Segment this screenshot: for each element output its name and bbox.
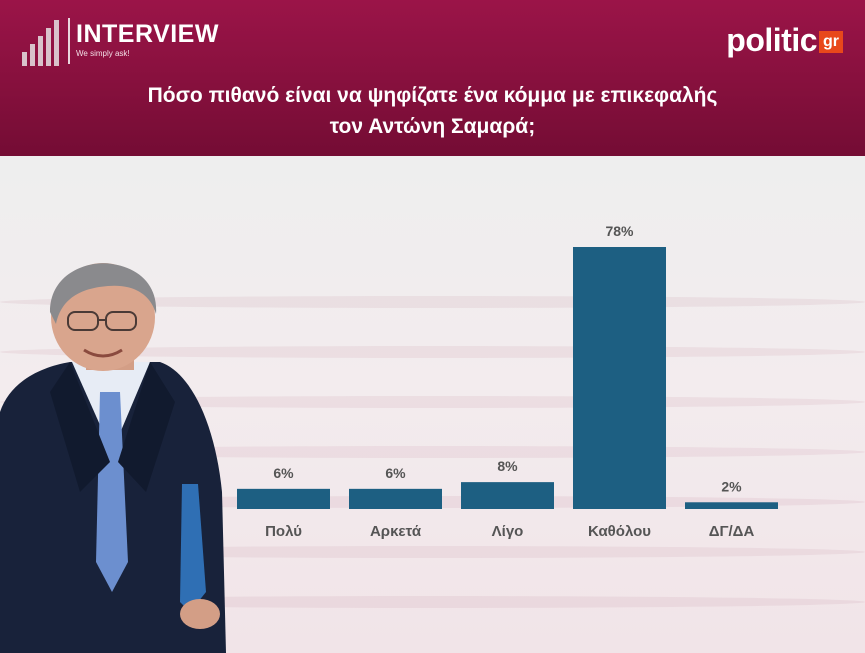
chart-svg: 6% Πολύ 6% Αρκετά 8% Λίγο 78% Καθόλου 2% ΔΓ/ΔΑ bbox=[237, 223, 778, 540]
category-label-4: Καθόλου bbox=[588, 523, 651, 540]
data-label-3: 8% bbox=[497, 458, 518, 474]
bars-icon bbox=[20, 18, 64, 66]
data-label-2: 6% bbox=[385, 465, 406, 481]
data-label-4: 78% bbox=[605, 223, 634, 239]
title-line-1: Πόσο πιθανό είναι να ψηφίζατε ένα κόμμα … bbox=[147, 84, 718, 107]
data-label-5: 2% bbox=[721, 478, 742, 494]
bar-1 bbox=[237, 488, 330, 509]
data-label-1: 6% bbox=[273, 465, 294, 481]
title-line-2: τον Αντώνη Σαμαρά; bbox=[329, 115, 536, 138]
category-label-1: Πολύ bbox=[265, 523, 302, 540]
bar-chart: 6% Πολύ 6% Αρκετά 8% Λίγο 78% Καθόλου 2% ΔΓ/ΔΑ bbox=[230, 156, 865, 653]
category-label-3: Λίγο bbox=[492, 523, 524, 540]
politic-word: politic bbox=[726, 22, 817, 58]
bar-2 bbox=[349, 488, 442, 509]
brand-name: INTERVIEW bbox=[76, 20, 219, 48]
category-label-2: Αρκετά bbox=[370, 523, 422, 540]
bar-3 bbox=[461, 482, 554, 509]
brand-tagline: We simply ask! bbox=[76, 49, 130, 58]
header-banner: INTERVIEW We simply ask! politic gr Πόσο… bbox=[0, 0, 865, 156]
politician-photo bbox=[0, 263, 226, 653]
logo-divider bbox=[68, 18, 70, 64]
politic-gr-badge: gr bbox=[819, 31, 843, 53]
interview-logo: INTERVIEW We simply ask! bbox=[20, 18, 219, 70]
bar-4 bbox=[573, 247, 666, 509]
chart-title: Πόσο πιθανό είναι να ψηφίζατε ένα κόμμα … bbox=[0, 80, 865, 142]
bar-5 bbox=[685, 502, 778, 509]
category-label-5: ΔΓ/ΔΑ bbox=[709, 523, 755, 540]
politic-logo: politic gr bbox=[726, 22, 843, 58]
